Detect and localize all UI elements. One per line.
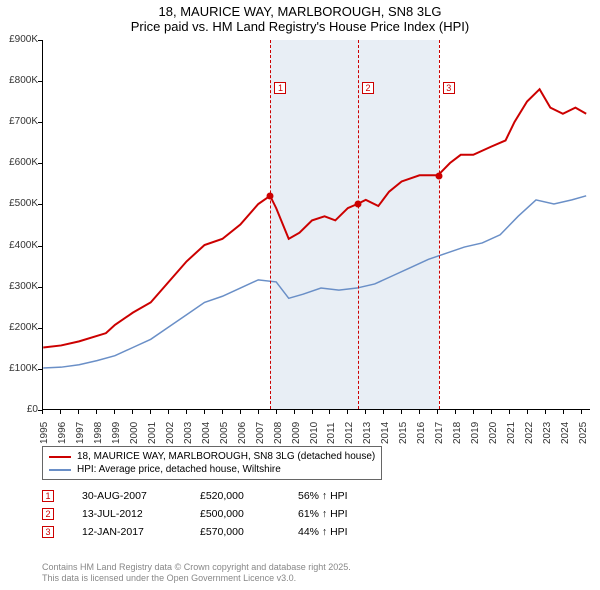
title-line2: Price paid vs. HM Land Registry's House … [0,19,600,34]
xtick-label: 2023 [542,422,553,444]
ytick-label: £700K [0,116,38,127]
chart-marker: 3 [443,82,455,94]
trans-price: £570,000 [200,526,270,538]
xtick-label: 2020 [488,422,499,444]
xtick-label: 2016 [416,422,427,444]
xtick-label: 2000 [129,422,140,444]
trans-row: 2 13-JUL-2012 £500,000 61% ↑ HPI [42,508,378,520]
legend-label-1: HPI: Average price, detached house, Wilt… [77,464,281,475]
xtick-label: 2022 [524,422,535,444]
trans-price: £520,000 [200,490,270,502]
ytick-label: £300K [0,281,38,292]
transactions-table: 1 30-AUG-2007 £520,000 56% ↑ HPI 2 13-JU… [42,490,378,544]
trans-hpi: 56% ↑ HPI [298,490,378,502]
xtick-label: 2014 [380,422,391,444]
chart-svg [43,40,590,409]
xtick-label: 2018 [452,422,463,444]
trans-date: 12-JAN-2017 [82,526,172,538]
xtick-label: 2003 [183,422,194,444]
xtick-label: 2008 [273,422,284,444]
xtick-label: 2025 [578,422,589,444]
xtick-label: 2006 [237,422,248,444]
ytick-label: £400K [0,240,38,251]
title-block: 18, MAURICE WAY, MARLBOROUGH, SN8 3LG Pr… [0,0,600,36]
footer-line1: Contains HM Land Registry data © Crown c… [42,562,351,573]
footer: Contains HM Land Registry data © Crown c… [42,562,351,585]
legend-row: 18, MAURICE WAY, MARLBOROUGH, SN8 3LG (d… [49,450,375,463]
xtick-label: 2017 [434,422,445,444]
series-price_paid [43,89,586,347]
trans-row: 3 12-JAN-2017 £570,000 44% ↑ HPI [42,526,378,538]
xtick-label: 1997 [75,422,86,444]
legend-row: HPI: Average price, detached house, Wilt… [49,463,375,476]
xtick-label: 2009 [291,422,302,444]
xtick-label: 1999 [111,422,122,444]
legend-swatch-0 [49,456,71,458]
trans-price: £500,000 [200,508,270,520]
container: 18, MAURICE WAY, MARLBOROUGH, SN8 3LG Pr… [0,0,600,590]
ytick-label: £600K [0,157,38,168]
xtick-label: 2002 [165,422,176,444]
trans-hpi: 61% ↑ HPI [298,508,378,520]
ytick-label: £100K [0,363,38,374]
xtick-label: 2012 [344,422,355,444]
chart-marker: 2 [362,82,374,94]
xtick-label: 2007 [255,422,266,444]
footer-line2: This data is licensed under the Open Gov… [42,573,351,584]
ytick-label: £800K [0,75,38,86]
trans-date: 30-AUG-2007 [82,490,172,502]
xtick-label: 1996 [57,422,68,444]
xtick-label: 2011 [326,422,337,444]
title-line1: 18, MAURICE WAY, MARLBOROUGH, SN8 3LG [0,4,600,19]
trans-marker: 2 [42,508,54,520]
xtick-label: 2024 [560,422,571,444]
xtick-label: 2005 [219,422,230,444]
xtick-label: 2004 [201,422,212,444]
ytick-label: £500K [0,198,38,209]
ytick-label: £200K [0,322,38,333]
trans-date: 13-JUL-2012 [82,508,172,520]
ytick-label: £0 [0,404,38,415]
trans-marker: 1 [42,490,54,502]
xtick-label: 2010 [309,422,320,444]
xtick-label: 2021 [506,422,517,444]
xtick-label: 2013 [362,422,373,444]
series-hpi [43,196,586,368]
trans-hpi: 44% ↑ HPI [298,526,378,538]
trans-marker: 3 [42,526,54,538]
xtick-label: 2019 [470,422,481,444]
trans-row: 1 30-AUG-2007 £520,000 56% ↑ HPI [42,490,378,502]
xtick-label: 2001 [147,422,158,444]
xtick-label: 2015 [398,422,409,444]
legend: 18, MAURICE WAY, MARLBOROUGH, SN8 3LG (d… [42,446,382,480]
xtick-label: 1998 [93,422,104,444]
chart-area: 1 2 3 [42,40,590,410]
ytick-label: £900K [0,34,38,45]
legend-label-0: 18, MAURICE WAY, MARLBOROUGH, SN8 3LG (d… [77,451,375,462]
legend-swatch-1 [49,469,71,471]
xtick-label: 1995 [39,422,50,444]
chart-marker: 1 [274,82,286,94]
